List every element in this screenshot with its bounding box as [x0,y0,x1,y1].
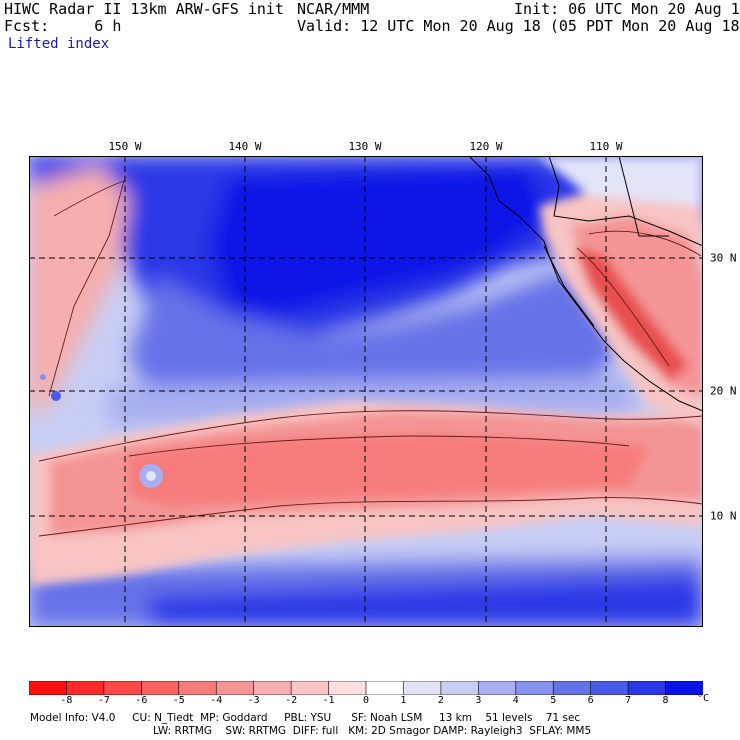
colorbar-tick-label: 7 [625,695,632,706]
colorbar-swatch [215,681,255,695]
model-info-line1: Model Info: V4.0 CU: N_Tiedt MP: Goddard… [30,712,581,724]
colorbar-swatch [29,681,68,695]
colorbar-tick-label: -1 [322,695,335,706]
colorbar-swatch [178,681,218,695]
colorbar-swatch [627,681,667,695]
colorbar-swatch [515,681,555,695]
colorbar-swatch [290,681,330,695]
colorbar-swatch [590,681,629,695]
colorbar-swatch [552,681,592,695]
colorbar-tick-label: 5 [550,695,557,706]
colorbar-tick-label: -3 [247,695,260,706]
colorbar-swatch [440,681,480,695]
source-label: NCAR/MMM [297,0,370,18]
land-instability [539,156,703,426]
map-frame [29,156,703,627]
lon-label-110w: 110 W [589,140,623,153]
field-name: Lifted index [8,36,110,52]
colorbar-swatch [328,681,367,695]
lat-label-30n: 30 N [710,251,737,265]
coastlines [468,156,703,412]
colorbar-tick-label: 4 [512,695,519,706]
colorbar-swatch [141,681,180,695]
colorbar-tick-label: 1 [400,695,407,706]
colorbar-tick-label: 6 [587,695,594,706]
hawaii-island [40,374,46,380]
lon-label-130w: 130 W [348,140,382,153]
cyclone-eye [146,471,156,481]
li-contours [38,180,703,537]
colorbar-swatch [403,681,442,695]
colorbar-swatch [365,681,405,695]
lon-label-140w: 140 W [228,140,262,153]
colorbar-tick-label: -7 [97,695,110,706]
colorbar-tick-label: -6 [135,695,148,706]
colorbar-tick-label: 0 [362,695,370,706]
colorbar-tick-label: -8 [60,695,73,706]
forecast-hour: Fcst: 6 h [4,17,122,35]
lon-label-120w: 120 W [469,140,503,153]
colorbar-swatch [103,681,143,695]
colorbar [29,681,703,695]
valid-time: Valid: 12 UTC Mon 20 Aug 18 (05 PDT Mon … [297,17,740,35]
hawaii-island [51,391,61,401]
colorbar-tick-label: -2 [285,695,298,706]
colorbar-tick-label: -4 [210,695,223,706]
lifted-index-map [29,156,703,627]
product-title: HIWC Radar II 13km ARW-GFS init [4,0,284,18]
colorbar-unit: °C [697,693,710,704]
model-info-line2: LW: RRTMG SW: RRTMG DIFF: full KM: 2D Sm… [153,725,592,737]
colorbar-swatch [253,681,292,695]
init-time: Init: 06 UTC Mon 20 Aug 18 [514,0,740,18]
lat-label-10n: 10 N [710,509,737,523]
colorbar-tick-label: 3 [475,695,482,706]
lat-label-20n: 20 N [710,384,737,398]
lat-lon-grid [29,156,703,627]
colorbar-tick-label: -5 [172,695,185,706]
colorbar-swatch [66,681,105,695]
colorbar-swatch [478,681,517,695]
colorbar-tick-label: 8 [662,695,669,706]
colorbar-tick-label: 2 [437,695,444,706]
lon-label-150w: 150 W [108,140,142,153]
colorbar-swatch [665,681,703,695]
